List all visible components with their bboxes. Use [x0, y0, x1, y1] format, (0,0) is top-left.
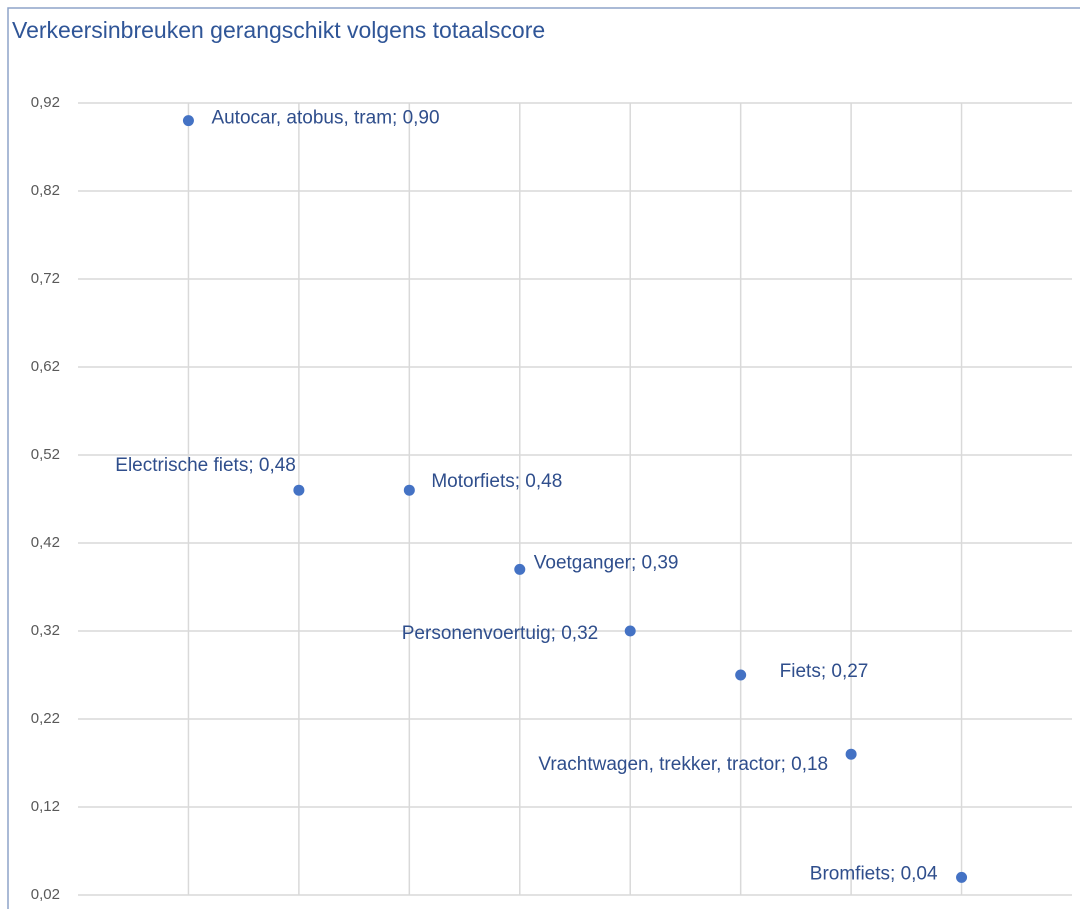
- data-label: Autocar, atobus, tram; 0,90: [211, 108, 439, 129]
- y-tick-label: 0,52: [31, 446, 60, 463]
- point: [956, 871, 968, 883]
- y-tick-label: 0,32: [31, 622, 60, 639]
- y-tick-label: 0,22: [31, 710, 60, 727]
- point: [182, 115, 194, 127]
- point: [293, 484, 305, 496]
- point: [514, 563, 526, 575]
- chart-title: Verkeersinbreuken gerangschikt volgens t…: [12, 17, 545, 43]
- y-tick-label: 0,92: [31, 94, 60, 111]
- chart-frame: [7, 7, 1080, 909]
- data-label: Motorfiets; 0,48: [431, 471, 562, 492]
- point: [845, 748, 857, 760]
- y-tick-label: 0,12: [31, 798, 60, 815]
- point: [735, 669, 747, 681]
- y-tick-label: 0,42: [31, 534, 60, 551]
- data-label: Bromfiets; 0,04: [810, 863, 938, 884]
- point: [403, 484, 415, 496]
- y-tick-label: 0,62: [31, 358, 60, 375]
- y-tick-label: 0,02: [31, 886, 60, 903]
- data-label: Electrische fiets; 0,48: [115, 455, 296, 476]
- y-tick-label: 0,72: [31, 270, 60, 287]
- data-label: Vrachtwagen, trekker, tractor; 0,18: [538, 754, 828, 775]
- data-label: Fiets; 0,27: [780, 661, 869, 682]
- data-label: Personenvoertuig; 0,32: [402, 623, 598, 644]
- point: [624, 625, 636, 637]
- y-tick-label: 0,82: [31, 182, 60, 199]
- data-label: Voetganger; 0,39: [534, 552, 679, 573]
